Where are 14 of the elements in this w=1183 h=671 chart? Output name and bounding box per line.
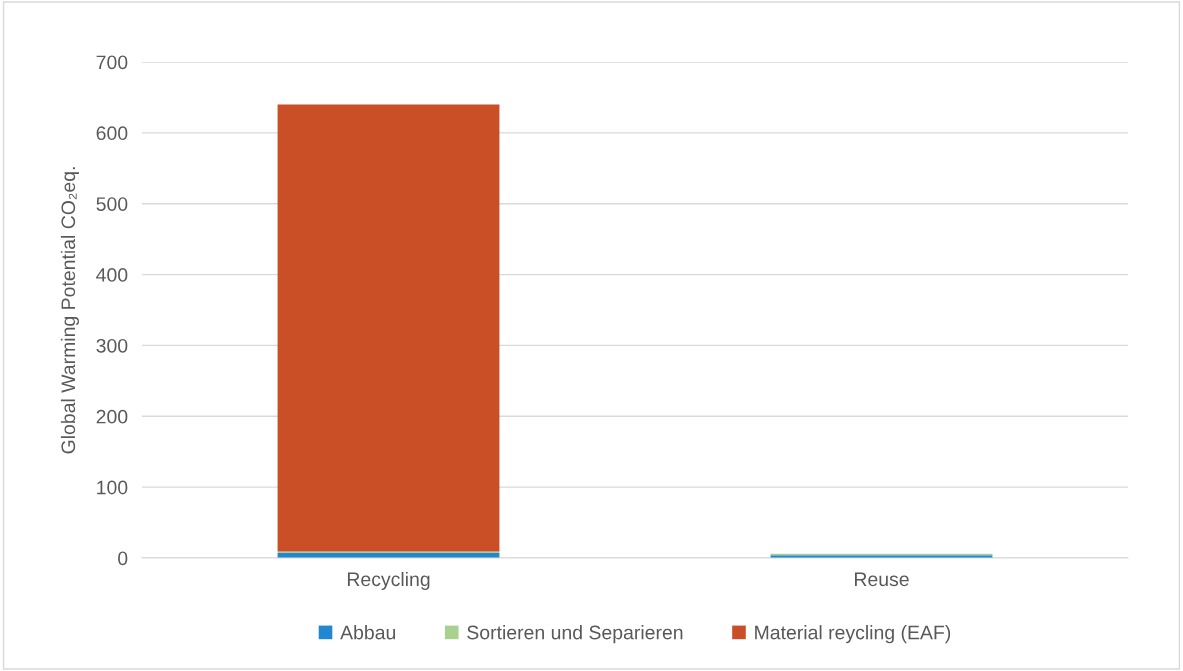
y-tick-label: 0 xyxy=(118,551,128,566)
y-axis-title: Global Warming Potential CO₂eq. xyxy=(60,167,80,454)
y-tick-label: 400 xyxy=(96,268,128,282)
y-tick-label: 200 xyxy=(96,409,128,424)
legend-label: Sortieren und Separieren xyxy=(467,625,683,644)
legend-label: Material reycling (EAF) xyxy=(755,625,951,644)
y-tick-label: 500 xyxy=(96,197,128,211)
y-tick-label: 700 xyxy=(96,55,128,70)
y-tick-label: 600 xyxy=(96,126,128,141)
legend-label: Abbau xyxy=(340,625,396,640)
x-tick-label: Recycling xyxy=(347,571,430,591)
y-tick-label: 100 xyxy=(97,480,128,495)
y-tick-label: 300 xyxy=(96,338,128,353)
x-tick-label: Reuse xyxy=(854,572,909,587)
